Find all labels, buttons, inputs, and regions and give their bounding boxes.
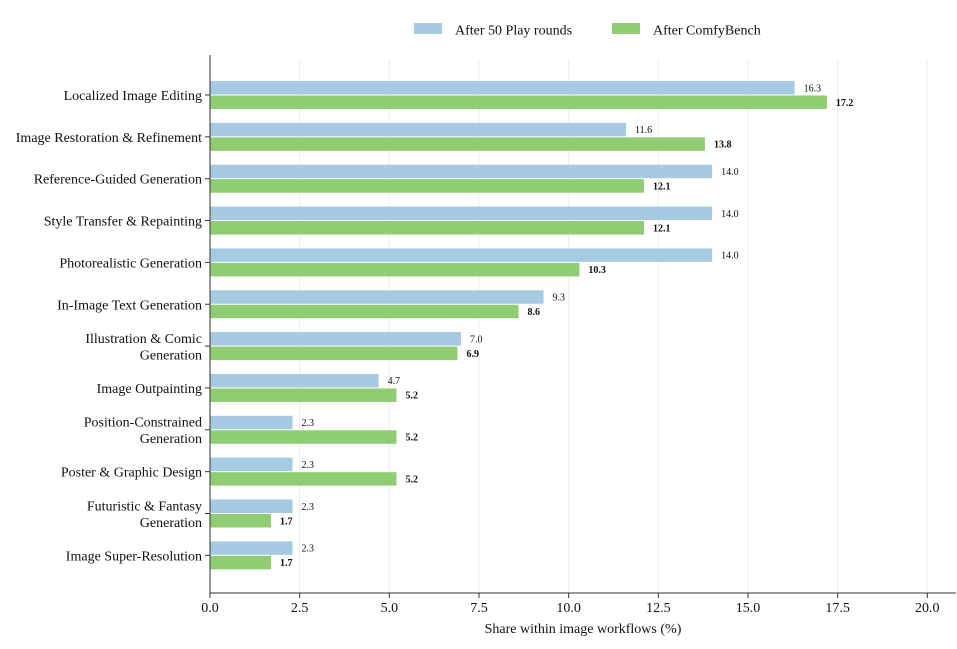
- category-label: Image Super-Resolution: [66, 549, 202, 564]
- category-label: Position-Constrained Generation: [84, 416, 202, 448]
- x-tick-label: 12.5: [646, 601, 671, 616]
- category-label: Poster & Graphic Design: [61, 466, 202, 481]
- bar: [210, 541, 293, 555]
- bar: [210, 373, 379, 388]
- x-tick-label: 7.5: [470, 601, 488, 616]
- category-labels: Localized Image Editing Image Restoration…: [16, 89, 210, 564]
- data-label: 1.7: [280, 516, 293, 527]
- data-label: 10.3: [588, 265, 606, 276]
- category-label: Photorealistic Generation: [59, 256, 202, 271]
- data-label: 14.0: [721, 209, 739, 220]
- bar: [210, 457, 293, 472]
- data-label: 2.3: [301, 460, 314, 471]
- legend: After 50 Play rounds After ComfyBench: [414, 23, 761, 39]
- x-tick-label: 10.0: [556, 601, 581, 616]
- category-label-line: Photorealistic Generation: [59, 256, 202, 271]
- x-axis-title: Share within image workflows (%): [485, 622, 682, 637]
- bar: [210, 95, 827, 109]
- x-tick-label: 0.0: [201, 601, 219, 616]
- data-label: 6.9: [466, 349, 479, 360]
- category-label: Reference-Guided Generation: [34, 173, 202, 188]
- data-label: 17.2: [836, 98, 854, 109]
- category-label: Style Transfer & Repainting: [44, 215, 202, 230]
- data-label: 11.6: [635, 125, 652, 136]
- bar: [210, 290, 544, 304]
- category-label: Image Restoration & Refinement: [16, 131, 202, 146]
- data-label: 13.8: [714, 140, 732, 151]
- category-label-line: Reference-Guided Generation: [34, 173, 202, 188]
- bar: [210, 555, 271, 570]
- bars: [210, 81, 827, 570]
- legend-label: After 50 Play rounds: [455, 24, 572, 39]
- data-label: 5.2: [406, 433, 419, 444]
- category-label-line: Poster & Graphic Design: [61, 466, 202, 481]
- x-tick-label: 15.0: [736, 601, 761, 616]
- bar: [210, 179, 644, 193]
- data-label: 16.3: [804, 83, 822, 94]
- data-label: 12.1: [653, 181, 671, 192]
- data-label: 9.3: [553, 293, 566, 304]
- x-tick-label: 20.0: [915, 601, 940, 616]
- bar: [210, 472, 397, 486]
- category-label-line: Localized Image Editing: [64, 89, 202, 104]
- category-label: Futuristic & Fantasy Generation: [87, 499, 202, 531]
- data-label: 14.0: [721, 251, 739, 262]
- bar: [210, 81, 795, 95]
- category-label-line: Image Outpainting: [97, 382, 202, 397]
- category-label-line: Position-Constrained: [84, 416, 202, 431]
- bar: [210, 221, 644, 235]
- bar: [210, 164, 713, 179]
- x-tick-label: 5.0: [381, 601, 399, 616]
- bar: [210, 430, 397, 444]
- bar: [210, 137, 705, 151]
- category-label-line: Generation: [140, 348, 202, 363]
- x-tick-label: 17.5: [825, 601, 850, 616]
- category-label: Localized Image Editing: [64, 89, 202, 104]
- bar: [210, 346, 458, 361]
- category-label-line: Generation: [140, 432, 202, 447]
- data-label: 5.2: [406, 391, 419, 402]
- bar: [210, 388, 397, 402]
- category-label-line: Style Transfer & Repainting: [44, 215, 202, 230]
- category-label-line: Futuristic & Fantasy: [87, 499, 202, 514]
- data-label: 2.3: [301, 418, 314, 429]
- legend-swatch: [414, 23, 442, 34]
- legend-label: After ComfyBench: [653, 24, 761, 39]
- bar: [210, 415, 293, 430]
- bar: [210, 332, 462, 346]
- category-label-line: Image Super-Resolution: [66, 549, 202, 564]
- bar: [210, 248, 713, 262]
- category-label: Image Outpainting: [97, 382, 202, 397]
- bar: [210, 206, 713, 221]
- category-label-line: In-Image Text Generation: [57, 298, 202, 313]
- bar: [210, 499, 293, 513]
- category-label-line: Illustration & Comic: [85, 332, 202, 347]
- category-label: Illustration & Comic Generation: [85, 332, 202, 364]
- x-tick-label: 2.5: [291, 601, 309, 616]
- data-label: 5.2: [406, 474, 419, 485]
- bar: [210, 122, 627, 137]
- category-label-line: Generation: [140, 516, 202, 531]
- bar: [210, 514, 271, 528]
- data-label: 8.6: [527, 307, 540, 318]
- data-label: 14.0: [721, 167, 739, 178]
- data-label: 1.7: [280, 558, 293, 569]
- category-label-line: Image Restoration & Refinement: [16, 131, 202, 146]
- data-label: 7.0: [470, 334, 483, 345]
- bar: [210, 304, 519, 319]
- data-label: 2.3: [301, 544, 314, 555]
- data-label: 2.3: [301, 502, 314, 513]
- legend-swatch: [612, 23, 640, 34]
- category-label: In-Image Text Generation: [57, 298, 202, 313]
- data-label: 4.7: [388, 376, 401, 387]
- data-label: 12.1: [653, 223, 671, 234]
- x-axis: 0.0 2.5 5.0 7.5 10.0 12.5 15.0 17.5 20.0 Share wi…: [201, 55, 956, 637]
- value-labels: 16.3 17.2 11.6 13.8 14.0 12.1 14.0 12.1 14.0 10.3…: [280, 83, 853, 569]
- bar: [210, 262, 580, 277]
